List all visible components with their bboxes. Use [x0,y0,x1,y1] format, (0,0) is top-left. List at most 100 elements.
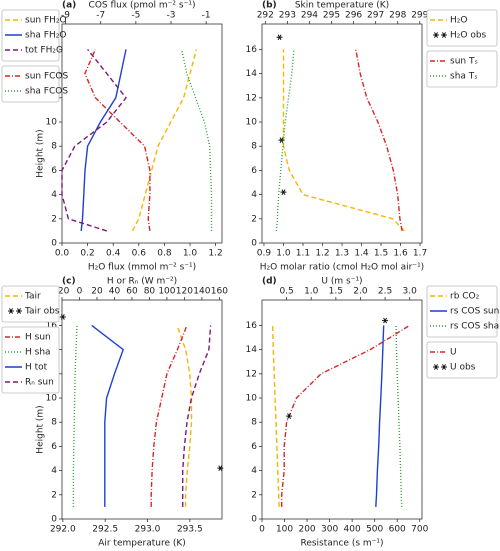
x2-tick-label: -7 [96,11,105,21]
x-tick-label: 0.4 [106,249,121,259]
x2-axis-label: U (m s⁻¹) [321,277,362,287]
legend-label: Rₙ sun [25,378,54,388]
profile-line [180,49,213,231]
x-tick-label: 1.5 [374,249,388,259]
x2-axis-label: Skin temperature (K) [295,1,389,11]
y-tick-label: 16 [246,321,258,331]
legend-label: sun FCOS [25,72,69,82]
x2-tick-label: 1.0 [304,287,319,297]
legend-box [1,326,60,394]
x2-tick-label: 160 [211,287,228,297]
profile-line [375,325,385,507]
x-tick-label: 1.7 [413,249,427,259]
profile-line [91,324,125,507]
legend-label: U obs [450,363,476,373]
x2-tick-label: 1.5 [329,287,343,297]
profile-line [84,49,151,231]
legend-label: sha FH₂O [25,31,66,41]
x-tick-label: 1.0 [276,249,291,259]
legend-label: rb CO₂ [450,292,480,302]
x2-tick-label: -9 [61,11,70,21]
x-axis-label: Resistance (s m⁻¹) [300,539,383,549]
legend-box [426,341,498,379]
legend-label: sha FCOS [25,87,68,97]
profile-line [150,325,188,507]
obs-marker [286,413,293,420]
x-tick-label: 300 [321,525,338,535]
x-tick-label: 400 [344,525,361,535]
x2-tick-label: 292 [257,11,274,21]
profile-line [275,49,295,231]
x-axis-label: Air temperature (K) [98,539,186,549]
legend-box [426,50,498,88]
obs-marker [280,189,287,196]
legend-label: H sun [25,333,51,343]
obs-marker [217,465,224,472]
legend-box [1,285,60,323]
legend-box [1,9,60,62]
legend-label: H tot [25,363,48,373]
x-axis-label: H₂O molar ratio (cmol H₂O mol air⁻¹) [260,263,424,273]
panel-label: (b) [262,1,277,11]
x-tick-label: 0.2 [80,249,94,259]
panel-label: (d) [262,277,277,287]
y-tick-label: 0 [51,515,57,525]
panel-label: (a) [62,1,76,11]
legend-label: sha Tₛ [450,72,478,82]
obs-marker [278,137,285,144]
x-tick-label: 600 [389,525,406,535]
y-tick-label: 12 [246,369,257,379]
legend-label: rs COS sha [450,322,499,332]
x-tick-label: 1.1 [296,249,310,259]
obs-marker [59,314,66,320]
legend-label: Tair [24,292,41,302]
panel-label: (c) [62,277,76,287]
x-tick-label: 292.5 [92,525,118,535]
x2-tick-label: 60 [126,287,138,297]
plot-frame [261,23,423,244]
x-tick-label: 100 [276,525,293,535]
y-tick-label: 16 [246,45,258,55]
profile-line [355,49,403,232]
y-tick-label: 8 [51,418,57,428]
y-tick-label: 6 [251,166,257,176]
legend-label: H₂O [450,16,467,26]
legend-label: U [450,348,457,358]
legend-label: sun Tₛ [450,57,478,67]
x2-tick-label: 297 [367,11,384,21]
y-tick-label: 16 [46,321,58,331]
legend-label: H sha [25,348,51,358]
legend-marker [8,308,22,314]
x-tick-label: 1.0 [183,249,198,259]
x-tick-label: 0.9 [257,249,272,259]
profile-line [131,49,198,232]
y-tick-label: 12 [246,93,257,103]
profile-line [281,324,411,507]
y-tick-label: 6 [51,166,57,176]
y-tick-label: 0 [251,515,257,525]
y-tick-label: 0 [51,239,57,249]
x-tick-label: 200 [298,525,315,535]
x2-tick-label: -3 [167,11,176,21]
y-tick-label: 2 [251,490,257,500]
profile-line [395,325,403,507]
y-tick-label: 4 [51,190,57,200]
x-tick-label: 1.4 [354,249,369,259]
plot-frame [261,299,423,520]
x2-tick-label: 2.0 [353,287,368,297]
y-tick-label: 4 [251,190,257,200]
y-tick-label: 10 [46,118,58,128]
x2-tick-label: 294 [301,11,318,21]
legend-marker [433,32,447,38]
y-tick-label: 2 [51,214,57,224]
x-tick-label: 0.6 [132,249,147,259]
x2-tick-label: 100 [158,287,175,297]
y-tick-label: 4 [51,466,57,476]
y-tick-label: 4 [251,466,257,476]
y-tick-label: 8 [251,418,257,428]
y-tick-label: 8 [51,142,57,152]
legend-label: tot FH₂O [25,46,63,56]
y-tick-label: 14 [246,69,258,79]
x2-tick-label: 0 [77,287,83,297]
